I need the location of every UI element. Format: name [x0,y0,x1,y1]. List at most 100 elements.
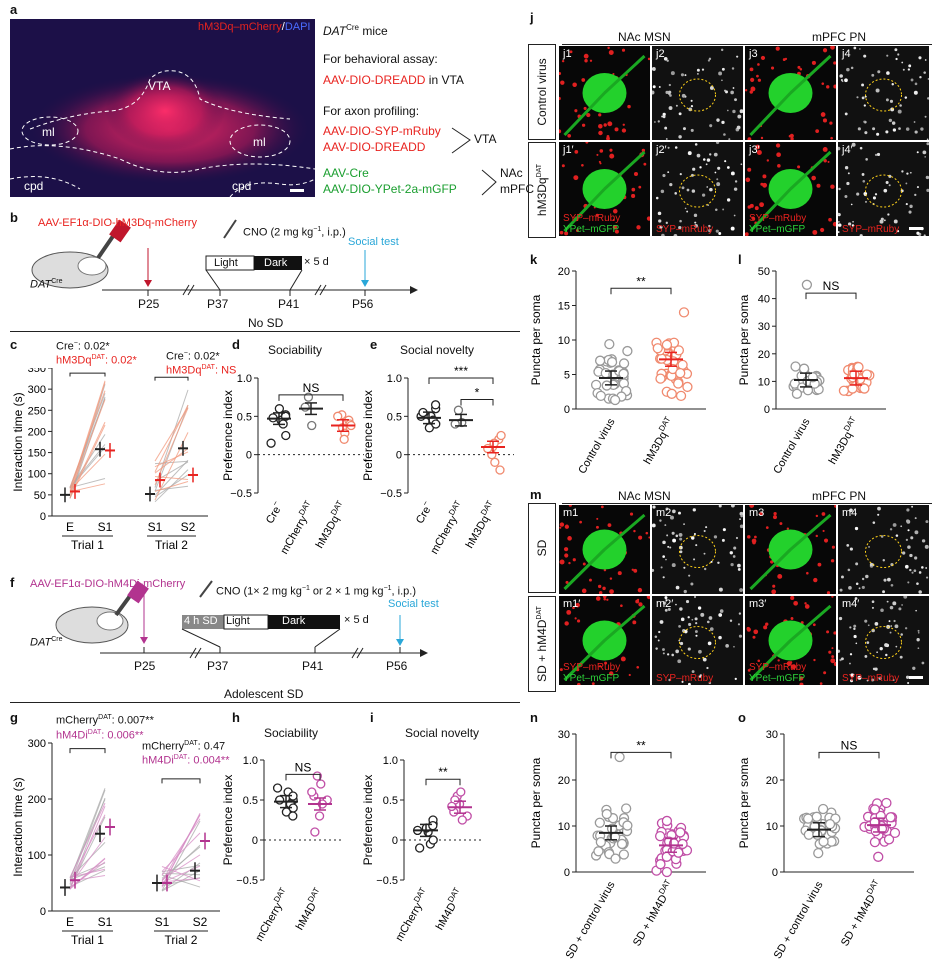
puncta-dot [667,607,671,611]
puncta-dot [850,679,854,683]
sig-bracket [460,398,494,406]
synapse-dot [559,96,561,101]
puncta-dot [708,224,711,228]
puncta-dot [918,571,922,574]
puncta-dot [913,569,917,573]
y-tick-label: 15 [558,301,570,313]
puncta-dot [917,631,920,634]
synapse-dot [775,46,780,51]
data-point [428,820,438,831]
data-point [655,859,666,870]
legend-ypet: YPet–mGFP [749,224,806,235]
synapse-dot [598,113,602,117]
micrograph-label: j3′ [749,144,760,156]
synapse-dot [777,659,780,662]
y-tick-label: 10 [558,821,570,833]
behav-label: For behavioral assay: [323,52,438,66]
micrograph-label: m1′ [563,598,581,610]
y-axis-label: Preference index [221,775,235,866]
synapse-dot [602,586,606,591]
individual-line [161,862,201,891]
synapse-dot [563,547,569,552]
puncta-dot [844,166,849,170]
data-point [885,812,896,823]
synapse-dot [777,573,783,579]
puncta-dot [926,142,929,146]
data-point [817,803,829,815]
puncta-dot [882,590,886,594]
puncta-dot [857,127,861,131]
synapse-dot [812,229,818,235]
micrograph-label: m2 [656,507,672,519]
synapse-dot [559,522,565,527]
puncta-dot [851,224,855,227]
puncta-dot [923,234,926,236]
puncta-dot [849,508,853,513]
puncta-dot [705,163,708,166]
puncta-dot [739,511,743,516]
puncta-dot [732,555,736,558]
puncta-dot [846,543,850,547]
synapse-dot [598,123,603,129]
sig-bracket [428,377,494,384]
synapse-dot [629,512,634,516]
x-tick-label: Control virus [771,416,813,476]
data-point [661,339,673,350]
synapse-dot [827,160,830,163]
puncta-dot [926,188,929,193]
synapse-dot [604,661,608,665]
puncta-dot [681,186,685,190]
synapse-dot [813,658,816,662]
puncta-dot [698,649,702,654]
puncta-dot [877,70,881,74]
puncta-dot [694,223,698,228]
puncta-dot [871,606,874,609]
synapse-dot [633,568,638,573]
c-bracket-1 [69,372,106,377]
synapse-dot [574,617,577,620]
puncta-dot [921,539,926,543]
puncta-dot [918,56,922,60]
data-point [618,368,629,379]
x-tick-label: hM4DDAT [291,886,326,932]
puncta-dot [667,90,672,94]
puncta-dot [853,634,857,639]
soma-outline [865,78,902,112]
x-tick-label: hM4DDAT [431,886,466,932]
puncta-dot [853,627,856,631]
puncta-dot [876,651,878,654]
puncta-dot [855,642,858,645]
puncta-dot [886,71,890,75]
puncta-dot [885,130,889,134]
synapse-dot [790,596,795,601]
puncta-dot [718,613,723,617]
individual-line [161,818,201,876]
f-dark: Dark [282,615,306,627]
puncta-dot [846,181,850,186]
puncta-dot [691,189,696,193]
puncta-dot [690,128,694,132]
y-axis-label: Puncta per soma [737,294,751,385]
y-tick-label: −0.5 [236,875,258,887]
puncta-dot [686,210,689,213]
j-row2-box: hM3DqDAT [528,142,556,238]
puncta-dot [839,74,843,78]
synapse-dot [788,134,792,138]
synapse-dot [612,208,618,214]
puncta-dot [667,146,670,149]
puncta-dot [722,208,725,211]
puncta-dot [838,223,842,227]
puncta-dot [687,616,690,619]
synapse-dot [633,529,636,533]
individual-line [161,846,201,879]
puncta-dot [679,607,683,611]
data-point [614,751,625,763]
synapse-dot [559,668,563,672]
puncta-dot [684,74,687,77]
puncta-dot [840,657,844,661]
data-point [802,813,814,824]
puncta-dot [665,558,667,561]
synapse-dot [815,514,819,518]
puncta-dot [707,59,711,62]
y-axis-label: Puncta per soma [529,757,543,848]
